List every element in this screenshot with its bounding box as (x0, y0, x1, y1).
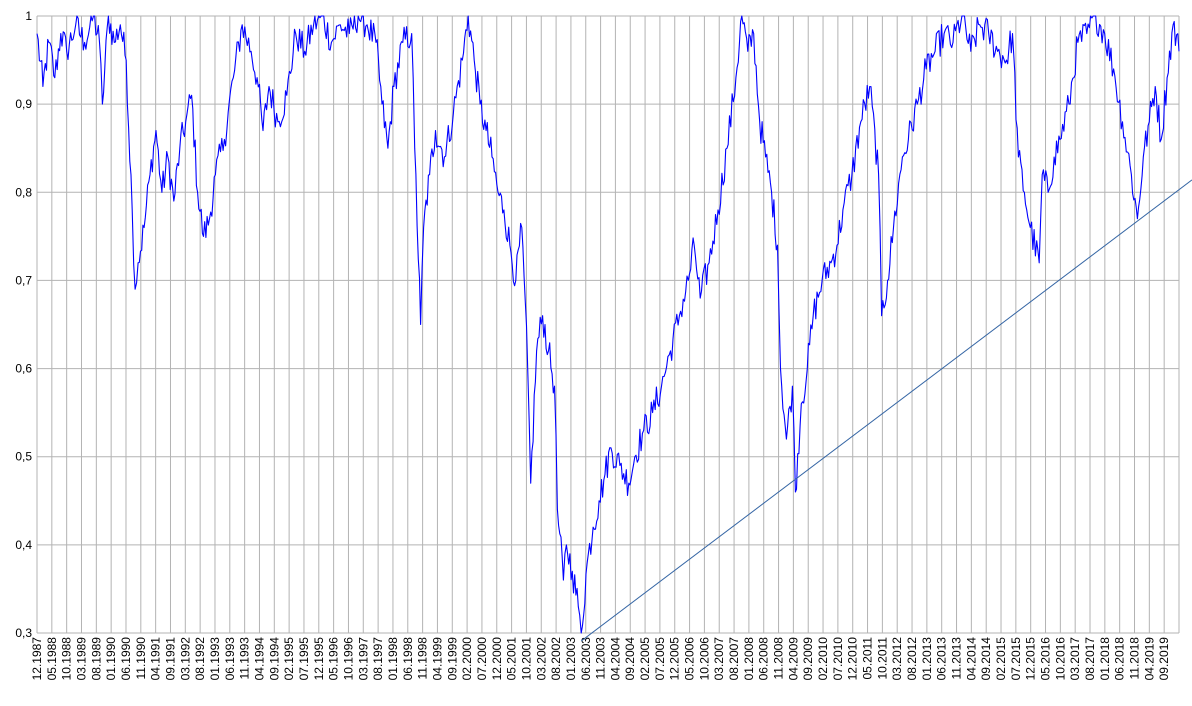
x-tick-label: 05.2006 (683, 637, 697, 681)
x-tick-label: 12.2005 (668, 637, 682, 681)
vertical-gridlines (36, 16, 1180, 633)
x-tick-label: 11.2018 (1128, 637, 1142, 680)
x-tick-label: 09.1999 (445, 637, 459, 681)
x-tick-label: 01.1993 (208, 637, 222, 681)
x-tick-label: 10.2006 (697, 637, 711, 681)
x-tick-label: 03.2007 (712, 637, 726, 681)
x-tick-label: 10.2001 (519, 637, 533, 681)
x-tick-label: 03.1992 (178, 637, 192, 681)
trend-line (580, 179, 1192, 642)
y-tick-label: 0,3 (15, 626, 32, 640)
x-tick-label: 10.1988 (60, 637, 74, 681)
x-tick-label: 11.1998 (416, 637, 430, 680)
y-axis-tick-labels: 0,3 0,4 0,5 0,6 0,7 0,8 0,9 1 (15, 9, 32, 640)
x-tick-label: 04.2014 (964, 637, 978, 681)
x-tick-label: 12.1995 (312, 637, 326, 681)
x-tick-label: 06.2008 (757, 637, 771, 681)
x-tick-label: 07.2010 (831, 637, 845, 681)
y-tick-label: 0,7 (15, 273, 32, 287)
x-tick-label: 01.2018 (1098, 637, 1112, 681)
y-tick-label: 0,6 (15, 362, 32, 376)
x-tick-label: 02.2005 (638, 637, 652, 681)
x-tick-label: 03.2017 (1068, 637, 1082, 681)
data-series-line (36, 15, 1180, 634)
x-tick-label: 09.2014 (979, 637, 993, 681)
x-tick-label: 12.2010 (846, 637, 860, 681)
x-tick-label: 11.2013 (950, 637, 964, 680)
x-tick-label: 01.2013 (920, 637, 934, 681)
x-tick-label: 07.2005 (653, 637, 667, 681)
x-tick-label: 02.1995 (282, 637, 296, 681)
plot-area (36, 15, 1192, 642)
x-tick-label: 07.1995 (297, 637, 311, 681)
x-tick-label: 06.1998 (401, 637, 415, 681)
x-tick-label: 09.2004 (623, 637, 637, 681)
x-tick-label: 05.2011 (861, 637, 875, 680)
x-tick-label: 10.2011 (875, 637, 889, 680)
x-tick-label: 01.1990 (104, 637, 118, 681)
x-tick-label: 05.1988 (45, 637, 59, 681)
x-tick-label: 04.2009 (786, 637, 800, 681)
x-tick-label: 07.2015 (1009, 637, 1023, 681)
x-tick-label: 09.1991 (163, 637, 177, 681)
x-tick-label: 02.2010 (816, 637, 830, 681)
x-tick-label: 08.1992 (193, 637, 207, 681)
x-tick-label: 04.1991 (149, 637, 163, 681)
x-tick-label: 09.2019 (1157, 637, 1171, 681)
x-tick-label: 03.1989 (74, 637, 88, 681)
x-tick-label: 10.2016 (1053, 637, 1067, 681)
x-tick-label: 03.1997 (356, 637, 370, 681)
horizontal-gridlines (37, 15, 1179, 634)
x-tick-label: 04.2004 (608, 637, 622, 681)
x-tick-label: 05.2016 (1039, 637, 1053, 681)
x-tick-label: 10.1996 (341, 637, 355, 681)
x-axis-tick-labels: 12.1987 05.1988 10.1988 03.1989 08.1989 01.19… (30, 637, 1171, 681)
y-tick-label: 0,5 (15, 450, 32, 464)
x-tick-label: 12.1987 (30, 637, 44, 681)
x-tick-label: 09.1994 (267, 637, 281, 681)
x-tick-label: 08.1989 (89, 637, 103, 681)
x-tick-label: 11.2008 (772, 637, 786, 680)
x-tick-label: 08.2007 (727, 637, 741, 681)
x-tick-label: 09.2009 (801, 637, 815, 681)
x-tick-label: 12.2000 (490, 637, 504, 681)
x-tick-label: 06.2013 (935, 637, 949, 681)
x-tick-label: 04.2019 (1142, 637, 1156, 681)
x-tick-label: 11.1993 (238, 637, 252, 680)
x-tick-label: 06.1993 (223, 637, 237, 681)
x-tick-label: 12.2015 (1024, 637, 1038, 681)
x-tick-label: 06.1990 (119, 637, 133, 681)
x-tick-label: 08.2012 (905, 637, 919, 681)
x-tick-label: 05.2001 (505, 637, 519, 681)
x-tick-label: 03.2002 (534, 637, 548, 681)
x-tick-label: 08.1997 (371, 637, 385, 681)
x-tick-label: 06.2003 (579, 637, 593, 681)
x-tick-label: 04.1994 (252, 637, 266, 681)
x-tick-label: 01.1998 (386, 637, 400, 681)
x-tick-label: 02.2015 (994, 637, 1008, 681)
y-tick-label: 0,4 (15, 538, 32, 552)
y-tick-label: 0,8 (15, 185, 32, 199)
x-tick-label: 11.2003 (594, 637, 608, 680)
x-tick-label: 04.1999 (430, 637, 444, 681)
x-tick-label: 03.2012 (890, 637, 904, 681)
y-tick-label: 1 (25, 9, 32, 23)
x-tick-label: 08.2017 (1083, 637, 1097, 681)
x-tick-label: 01.2008 (742, 637, 756, 681)
x-tick-label: 11.1990 (134, 637, 148, 680)
x-tick-label: 01.2003 (564, 637, 578, 681)
x-tick-label: 07.2000 (475, 637, 489, 681)
x-tick-label: 06.2018 (1113, 637, 1127, 681)
y-tick-label: 0,9 (15, 97, 32, 111)
x-tick-label: 02.2000 (460, 637, 474, 681)
x-tick-label: 08.2002 (549, 637, 563, 681)
x-tick-label: 05.1996 (327, 637, 341, 681)
